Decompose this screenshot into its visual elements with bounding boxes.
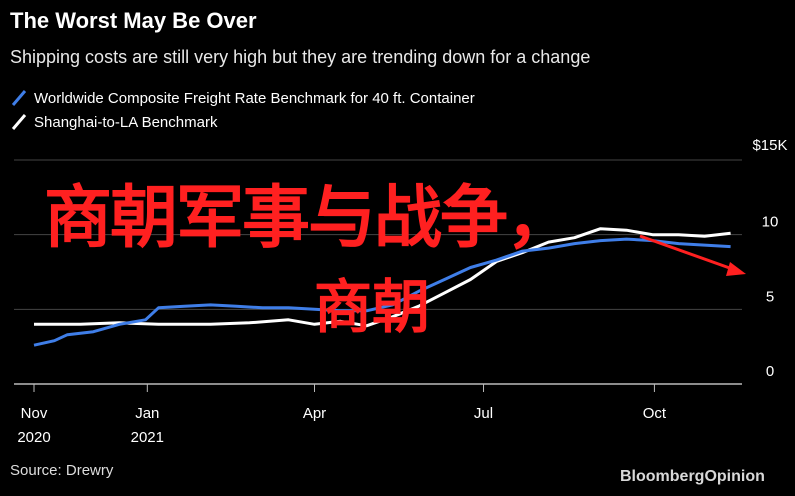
legend-item-shanghai: Shanghai-to-LA Benchmark (10, 112, 217, 132)
x-tick-year-label: 2021 (131, 429, 164, 446)
y-tick-label: $15K (752, 137, 787, 154)
y-axis: 0 5 10 $15K (752, 137, 787, 380)
chart-title: The Worst May Be Over (10, 8, 257, 33)
x-tick-label: Apr (303, 405, 326, 422)
series-line-shanghai (34, 227, 731, 328)
chart-subtitle: Shipping costs are still very high but t… (10, 47, 591, 67)
grid (14, 159, 742, 385)
series-group (33, 227, 731, 347)
y-tick-label: 0 (766, 363, 774, 380)
x-tick-label: Nov (21, 405, 48, 422)
overlay-text-main: 商朝军事与战争， (44, 179, 574, 258)
trend-arrow-line (639, 234, 739, 273)
x-tick-label: Jan (135, 405, 159, 422)
trend-arrow-head (726, 262, 746, 276)
legend-swatch-blue (11, 90, 27, 106)
y-tick-label: 10 (762, 214, 779, 231)
x-tick-label: Oct (643, 405, 667, 422)
legend-label-composite: Worldwide Composite Freight Rate Benchma… (34, 89, 475, 107)
brand-logo: BloombergOpinion (620, 468, 765, 485)
x-tick-year-label: 2020 (17, 429, 50, 446)
legend-label-shanghai: Shanghai-to-LA Benchmark (34, 113, 218, 131)
legend-swatch-white (11, 114, 27, 130)
legend-item-composite: Worldwide Composite Freight Rate Benchma… (10, 88, 475, 108)
source-note: Source: Drewry (10, 462, 114, 479)
y-tick-label: 5 (766, 288, 774, 305)
x-tick-label: Jul (474, 405, 493, 422)
x-axis: Nov 2020 Jan 2021 Apr Jul Oct (17, 384, 667, 446)
overlay-text-sub: 商朝 (314, 273, 431, 341)
trend-arrow (639, 234, 746, 276)
series-line-composite (33, 237, 731, 347)
